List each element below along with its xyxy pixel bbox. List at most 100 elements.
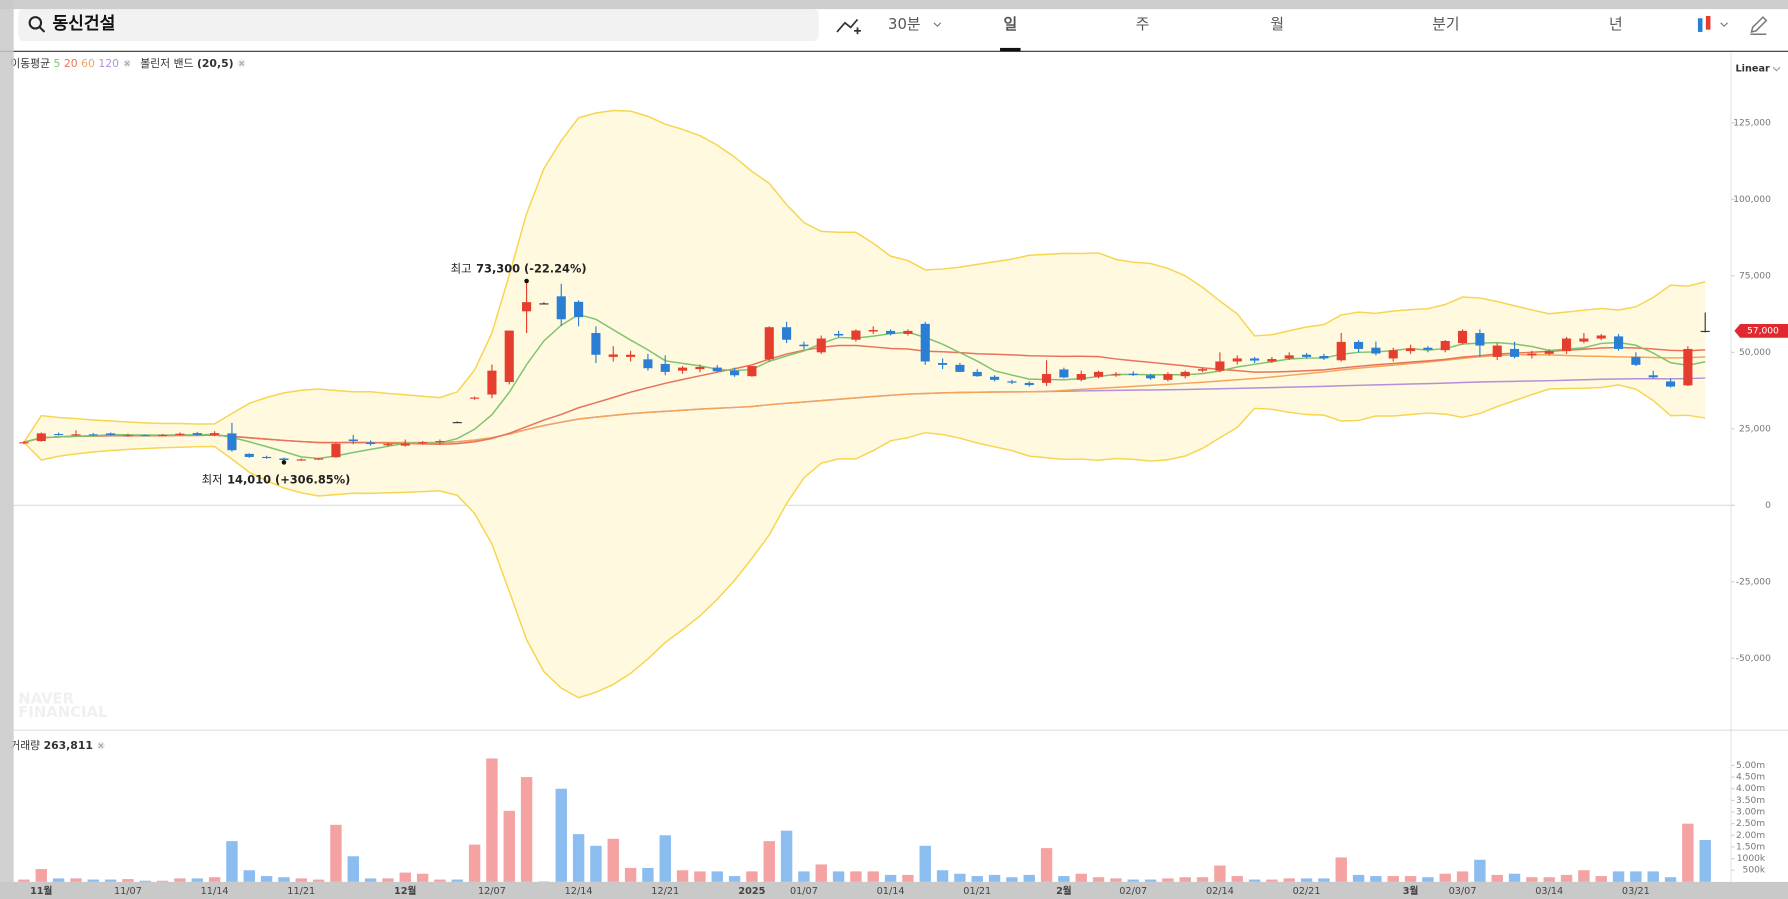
remove-icon-x <box>239 60 245 66</box>
candle-body <box>1579 338 1589 342</box>
candle-body <box>1353 341 1364 349</box>
volume-bar <box>798 871 810 882</box>
volume-bar <box>1491 874 1503 882</box>
volume-legend: 거래량 263,811 <box>10 739 93 752</box>
candle-body <box>920 323 930 362</box>
chart-type-icon[interactable] <box>1697 15 1728 32</box>
volume-bar <box>1630 871 1642 882</box>
candle-body <box>1457 330 1468 344</box>
volume-bar <box>226 841 238 882</box>
candle-body <box>556 296 566 320</box>
candle-body <box>140 435 150 437</box>
volume-bar <box>35 869 47 882</box>
volume-bar <box>382 878 394 882</box>
candle-body <box>1215 361 1225 371</box>
volume-bar <box>18 879 30 882</box>
edit-icon[interactable] <box>1750 16 1768 35</box>
volume-bar <box>1370 876 1382 882</box>
candle-body <box>1648 375 1658 378</box>
ma-line <box>23 344 1706 445</box>
candle-body <box>1665 381 1676 387</box>
candle-body <box>903 330 913 334</box>
tab[interactable]: 년 <box>1609 16 1623 33</box>
tab[interactable]: 일 <box>1003 16 1017 33</box>
y-tick-label: 4.00m <box>1736 784 1765 794</box>
candle-body <box>1544 351 1554 354</box>
candle-body <box>747 366 757 377</box>
volume-bar <box>1266 879 1278 882</box>
volume-bar <box>1595 876 1607 882</box>
candle-body <box>1094 371 1104 377</box>
candle-body <box>1509 348 1520 357</box>
volume-bar <box>486 758 498 882</box>
candle-body <box>1042 374 1052 383</box>
volume-bar <box>1387 876 1399 882</box>
extreme-label-value: 14,010 (+306.85%) <box>227 472 350 486</box>
ma-legend: 이동평균 5 20 60 120 <box>10 57 119 70</box>
volume-bar <box>1231 876 1243 882</box>
candle-body <box>834 333 844 336</box>
extreme-label: 최고 73,300 (-22.24%) <box>451 261 587 275</box>
x-tick-label: 2월 <box>1056 885 1072 897</box>
extreme-label: 최저 14,010 (+306.85%) <box>202 472 351 486</box>
volume-bar <box>624 867 637 882</box>
volume-bar <box>1699 839 1711 882</box>
candle-body <box>1405 348 1416 352</box>
tab[interactable]: 분기 <box>1432 16 1459 33</box>
candle-body <box>1302 354 1312 357</box>
volume-bar <box>1682 823 1694 882</box>
chevron <box>933 22 942 28</box>
candle-body <box>1163 374 1173 380</box>
y-tick-label: 500k <box>1743 866 1766 876</box>
x-tick-label: 12/07 <box>478 886 506 897</box>
candle-body <box>227 433 237 451</box>
candle-body <box>1423 347 1433 350</box>
scale-selector[interactable]: Linear <box>1736 63 1770 74</box>
candle-body <box>348 439 358 442</box>
volume-bar <box>555 788 567 882</box>
tab[interactable]: 월 <box>1270 16 1284 33</box>
candle-body <box>54 433 64 436</box>
search-box[interactable] <box>18 9 819 42</box>
volume-bar <box>1612 871 1625 882</box>
y-tick-label: 3.50m <box>1736 796 1765 806</box>
candle-body <box>71 434 81 436</box>
candle-body <box>1388 350 1398 359</box>
volume-bar <box>416 873 429 882</box>
volume-bar <box>1335 857 1347 882</box>
candle-body <box>1232 358 1242 362</box>
x-tick-label: 11월 <box>30 885 52 897</box>
volume-bar <box>122 879 134 882</box>
candle-body <box>990 376 1000 380</box>
legend-params: (20,5) <box>197 57 234 70</box>
candle-body <box>1492 345 1502 357</box>
volume-bar <box>1300 878 1313 882</box>
x-tick-label: 12/21 <box>651 886 679 897</box>
legend-entry: 5 <box>54 57 61 70</box>
volume-bar <box>1560 874 1573 882</box>
tab[interactable]: 주 <box>1136 16 1150 33</box>
y-tick-label: 100,000 <box>1733 195 1771 205</box>
y-tick-label: 75,000 <box>1739 271 1771 281</box>
x-tick-label: 11/21 <box>287 886 315 897</box>
y-tick-label: -25,000 <box>1736 577 1771 587</box>
candle-body <box>418 442 428 444</box>
candle-body <box>1059 369 1069 378</box>
search-text[interactable]: 동신건설 <box>52 14 115 34</box>
volume-bar <box>919 845 931 882</box>
candle-body <box>244 453 254 457</box>
volume-bar <box>954 873 966 882</box>
candle-body <box>1475 333 1485 346</box>
volume-bar <box>1075 873 1087 882</box>
volume-bar <box>1508 873 1521 882</box>
volume-bar <box>850 871 862 882</box>
volume-bar <box>139 880 151 882</box>
candle-body <box>262 456 272 459</box>
volume-bar <box>520 777 533 882</box>
plot: 125,000 100,000 75,000 50,000 25,000 0 -25,000… <box>13 109 1771 882</box>
x-tick-label: 11/07 <box>114 886 142 897</box>
candle-body <box>574 301 584 318</box>
indicator-add-icon[interactable] <box>836 18 861 35</box>
tab[interactable]: 30분 <box>888 16 920 33</box>
x-tick-label: 01/21 <box>963 886 991 897</box>
